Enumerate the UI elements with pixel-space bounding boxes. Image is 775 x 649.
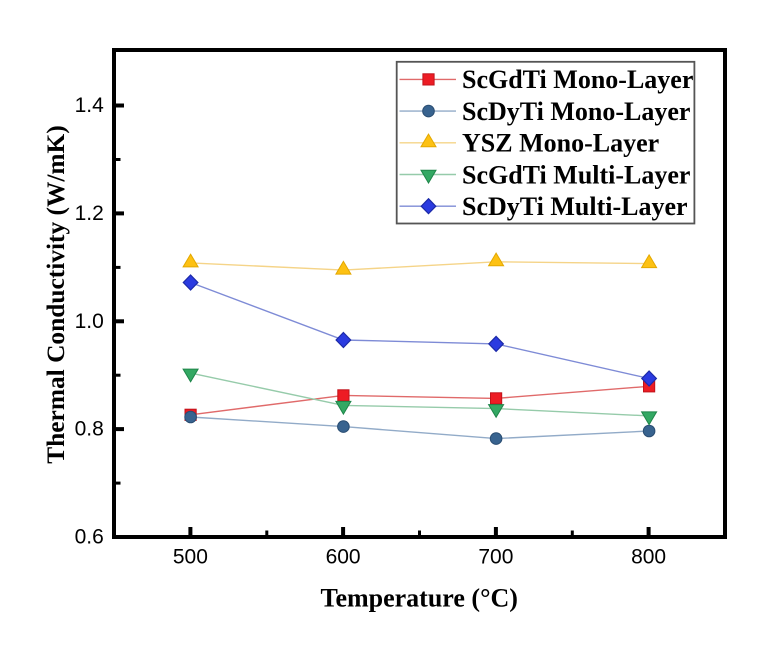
svg-text:Thermal Conductivity (W/mK): Thermal Conductivity (W/mK) <box>42 125 70 464</box>
svg-text:0.6: 0.6 <box>75 526 104 549</box>
svg-text:ScGdTi Mono-Layer: ScGdTi Mono-Layer <box>462 65 693 94</box>
svg-text:ScDyTi Multi-Layer: ScDyTi Multi-Layer <box>462 192 688 221</box>
svg-text:1.4: 1.4 <box>75 94 105 117</box>
svg-text:600: 600 <box>326 546 361 569</box>
svg-text:500: 500 <box>173 546 208 569</box>
svg-text:1.2: 1.2 <box>75 202 104 225</box>
svg-text:YSZ Mono-Layer: YSZ Mono-Layer <box>462 129 659 158</box>
svg-text:ScGdTi Multi-Layer: ScGdTi Multi-Layer <box>462 160 690 189</box>
svg-text:700: 700 <box>478 546 513 569</box>
svg-text:800: 800 <box>631 546 666 569</box>
svg-text:ScDyTi Mono-Layer: ScDyTi Mono-Layer <box>462 97 690 126</box>
svg-text:0.8: 0.8 <box>75 418 104 441</box>
svg-text:1.0: 1.0 <box>75 310 104 333</box>
svg-text:Temperature (°C): Temperature (°C) <box>320 584 517 613</box>
